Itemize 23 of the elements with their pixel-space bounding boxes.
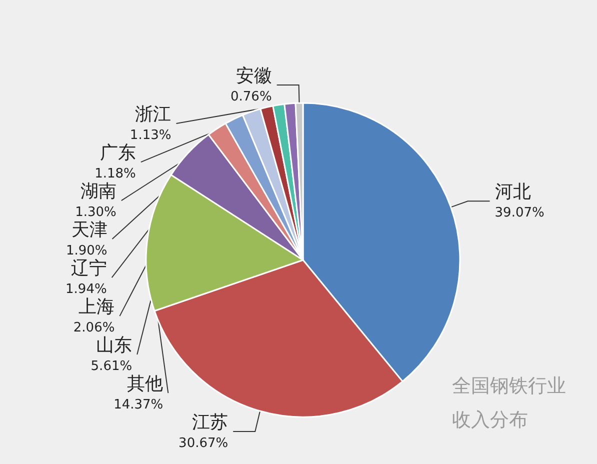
slice-label: 河北 [494,182,531,203]
data-label: 1.90% [66,244,108,259]
slice-label: 其他 [127,374,164,395]
slice-label: 上海 [78,296,115,318]
data-label: 1.13% [130,128,172,144]
data-label: 0.76% [230,90,272,105]
data-label: 30.67% [178,436,228,452]
slice-label: 安徽 [236,66,272,87]
slice-label: 浙江 [135,104,172,126]
data-label: 39.07% [494,206,544,221]
slice-label: 辽宁 [70,258,107,280]
data-label: 14.37% [114,398,164,413]
slice-label: 山东 [96,335,132,356]
slice-label: 江苏 [192,412,228,434]
slice-label: 湖南 [80,181,116,202]
data-label: 5.61% [90,359,132,374]
data-label: 2.06% [73,320,115,336]
data-label: 1.18% [94,166,136,182]
slice-label: 广东 [100,142,136,164]
text: 全国钢铁行业收入分布 [452,375,566,431]
data-label: 1.94% [66,282,107,298]
slice-label: 天津 [71,220,108,241]
data-label: 1.30% [75,205,116,220]
